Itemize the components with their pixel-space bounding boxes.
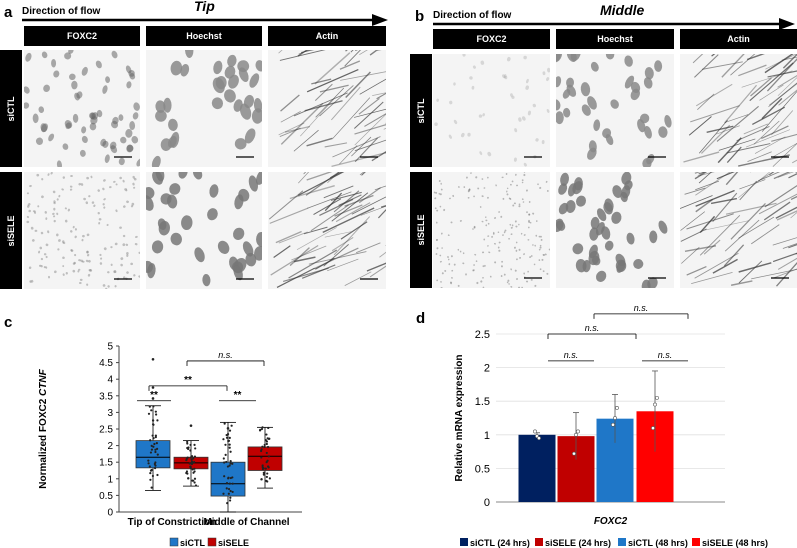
micrograph-a-hoechst-sictl — [146, 50, 262, 167]
legend-label: siSELE (48 hrs) — [702, 538, 768, 548]
significance-bracket: n.s. — [186, 350, 265, 366]
significance-label: ** — [184, 375, 192, 386]
box-plot-chart: 0 0.5 1 1.5 2 2.5 3 3.5 4 4.5 5 Normalized FOXC2 CT… — [38, 342, 302, 548]
significance-bracket: ** — [137, 390, 171, 402]
legend-swatch — [618, 538, 626, 546]
y-tick-label: 3.5 — [99, 391, 113, 402]
panel-d-letter: d — [416, 310, 426, 327]
panel-c-letter: c — [4, 314, 13, 331]
panel-a-col-actin: Actin — [268, 26, 386, 46]
significance-label: n.s. — [218, 350, 233, 360]
significance-label: n.s. — [585, 323, 600, 333]
micrograph-b-hoechst-sictl — [556, 54, 674, 167]
y-tick-label: 1 — [107, 474, 113, 485]
significance-bracket: ** — [148, 375, 228, 391]
y-tick-label: 0 — [107, 508, 113, 519]
y-tick-label: 3 — [107, 408, 113, 419]
y-tick-label: 5 — [107, 342, 113, 353]
box-siSELE-1 — [247, 426, 283, 489]
panel-b-col-foxc2: FOXC2 — [433, 29, 550, 49]
panel-b-col-hoechst: Hoechst — [556, 29, 674, 49]
bar-chart: 0 0.5 1 1.5 2 2.5 Relative mRNA expression FOXC… — [454, 303, 768, 548]
micrograph-b-actin-sisele — [680, 172, 797, 288]
panel-b-flow-arrow — [433, 18, 795, 30]
panel-a-letter: a — [4, 4, 13, 21]
panel-b-letter: b — [415, 8, 425, 25]
panel-a-flow-label: Direction of flow — [22, 6, 101, 17]
significance-bracket: n.s. — [593, 303, 689, 319]
significance-bracket: ** — [219, 390, 256, 402]
legend-label: siCTL (48 hrs) — [628, 538, 688, 548]
panel-b-row-sictl: siCTL — [410, 54, 432, 167]
micrograph-a-foxc2-sictl — [24, 50, 140, 167]
y-tick-label: 0.5 — [99, 491, 113, 502]
legend-swatch — [460, 538, 468, 546]
micrograph-a-actin-sisele — [268, 172, 386, 289]
significance-label: n.s. — [658, 350, 673, 360]
box-siCTL-1 — [210, 421, 246, 513]
micrograph-b-foxc2-sictl — [433, 54, 550, 167]
significance-bracket: n.s. — [547, 323, 637, 339]
significance-label: ** — [234, 390, 242, 401]
significance-label: n.s. — [564, 350, 579, 360]
significance-label: ** — [150, 390, 158, 401]
legend-label: siSELE — [218, 538, 249, 548]
bar-0 — [518, 429, 556, 502]
panel-b-col-actin: Actin — [680, 29, 797, 49]
micrograph-b-hoechst-sisele — [556, 172, 674, 288]
panel-a-row-sictl: siCTL — [0, 50, 22, 167]
y-tick-label: 4.5 — [99, 358, 113, 369]
micrograph-a-actin-sictl — [268, 50, 386, 167]
x-axis-label: FOXC2 — [594, 516, 628, 527]
significance-bracket: n.s. — [642, 350, 688, 362]
legend-swatch — [207, 537, 217, 547]
panel-b-row-sisele: siSELE — [410, 172, 432, 288]
y-axis-label: Relative mRNA expression — [454, 355, 465, 482]
panel-a-title: Tip — [194, 0, 215, 14]
panel-a-col-hoechst: Hoechst — [146, 26, 262, 46]
panel-a-row-sisele: siSELE — [0, 172, 22, 289]
legend-label: siCTL (24 hrs) — [470, 538, 530, 548]
box-siCTL-0 — [135, 357, 171, 491]
y-tick-label: 0.5 — [475, 463, 490, 475]
y-tick-label: 4 — [107, 375, 113, 386]
legend-swatch — [535, 538, 543, 546]
panel-b-title: Middle — [600, 2, 645, 18]
y-tick-label: 1 — [484, 430, 490, 442]
bar-1 — [557, 412, 595, 502]
y-axis-label: Normalized FOXC2 CTNF — [38, 368, 49, 488]
panel-a-flow-arrow — [22, 14, 388, 26]
panel-b-flow-label: Direction of flow — [433, 10, 512, 21]
significance-bracket: n.s. — [548, 350, 594, 362]
y-tick-label: 0 — [484, 497, 490, 509]
legend-swatch — [169, 537, 179, 547]
bar-2 — [596, 394, 634, 502]
y-tick-label: 2 — [484, 363, 490, 375]
x-category-label: Tip of Constriction — [128, 517, 217, 528]
y-tick-label: 2.5 — [99, 425, 113, 436]
y-tick-label: 2.5 — [475, 329, 490, 341]
micrograph-b-foxc2-sisele — [433, 172, 550, 288]
y-tick-label: 1.5 — [99, 458, 113, 469]
y-tick-label: 1.5 — [475, 396, 490, 408]
legend-label: siSELE (24 hrs) — [545, 538, 611, 548]
panel-a-col-foxc2: FOXC2 — [24, 26, 140, 46]
y-tick-label: 2 — [107, 441, 113, 452]
x-category-label: Middle of Channel — [203, 517, 289, 528]
box-siSELE-0 — [173, 424, 209, 487]
micrograph-a-foxc2-sisele — [24, 172, 140, 289]
legend-swatch — [692, 538, 700, 546]
micrograph-b-actin-sictl — [680, 54, 797, 167]
legend-label: siCTL — [180, 538, 206, 548]
micrograph-a-hoechst-sisele — [146, 172, 262, 289]
significance-label: n.s. — [634, 303, 649, 313]
bar-3 — [636, 370, 674, 502]
